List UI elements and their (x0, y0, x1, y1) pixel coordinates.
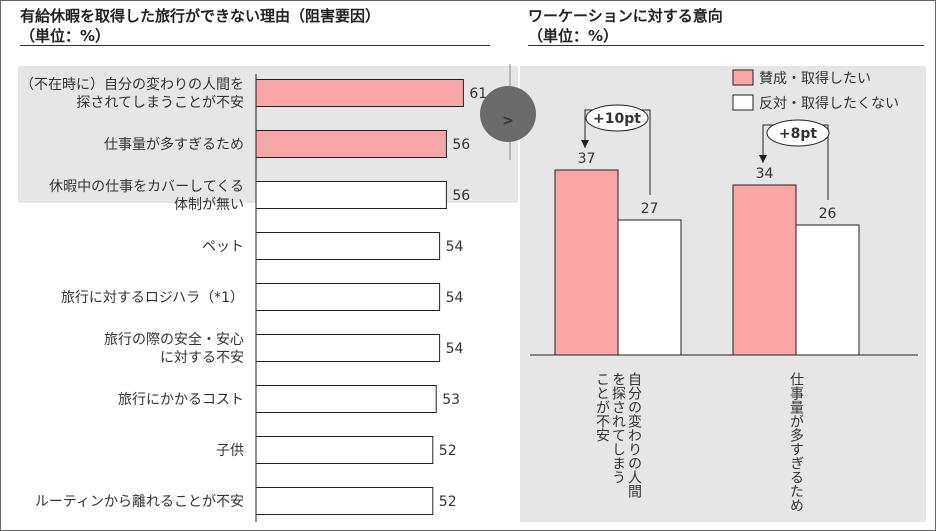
bar-reason-7 (255, 385, 437, 413)
category-label: 仕事量が多すぎるため (788, 372, 804, 512)
annotation-bubble (585, 104, 649, 132)
bar-value-label: 53 (442, 392, 460, 408)
category-label: 旅行の際の安全・安心 (104, 331, 244, 348)
arrow-badge-label: > (502, 113, 514, 129)
left-chart-title: 有給休暇を取得した旅行ができない理由（阻害要因） （単位：%） (20, 7, 381, 45)
legend-swatch (732, 69, 754, 86)
arrow-badge (480, 86, 536, 142)
left-title-underline (20, 45, 490, 46)
annotation-bubble (766, 119, 830, 147)
category-label: に対する不安 (160, 350, 244, 366)
bar-reason-3 (255, 181, 447, 209)
right-title-underline (528, 45, 924, 46)
annotation-label: +10pt (593, 111, 641, 127)
bar-value-label: 56 (452, 137, 470, 153)
bar-value-label: 61 (469, 86, 487, 102)
bar-value-label: 54 (446, 341, 464, 357)
annotation-label: +8pt (779, 126, 817, 142)
bar-value-label: 54 (446, 290, 464, 306)
bar-value-label: 56 (452, 188, 470, 204)
bar-value-label: 52 (439, 494, 457, 510)
bar-value-label: 37 (578, 151, 596, 167)
bar-reason-5 (255, 283, 441, 311)
legend-swatch (732, 94, 754, 111)
category-label: 体制が無い (174, 197, 244, 213)
category-label: ことが不安 (594, 372, 610, 442)
bar-favor-2 (732, 184, 797, 356)
bar-reason-9 (255, 487, 434, 515)
bar-value-label: 34 (756, 166, 774, 182)
legend-label: 反対・取得したくない (759, 95, 899, 112)
bar-value-label: 26 (819, 206, 837, 222)
legend-label: 賛成・取得したい (759, 70, 871, 87)
category-label: 旅行に対するロジハラ（*1） (61, 290, 244, 306)
bar-value-label: 27 (641, 201, 659, 217)
annotation-arrowhead (581, 140, 589, 148)
bar-reason-1 (255, 79, 464, 107)
bar-against-1 (617, 219, 682, 356)
category-label: 休暇中の仕事をカバーしてくる (49, 179, 244, 195)
bar-value-label: 52 (439, 443, 457, 459)
right-chart-title: ワーケーションに対する意向 （単位：%） (528, 7, 723, 45)
category-label: 子供 (216, 443, 244, 459)
category-label: ペット (202, 239, 244, 255)
bar-value-label: 54 (446, 239, 464, 255)
bar-favor-1 (554, 169, 619, 356)
category-label: 旅行にかかるコスト (118, 392, 244, 408)
bar-against-2 (795, 224, 860, 356)
category-label: 探されてしまうことが不安 (76, 95, 244, 111)
category-label: （不在時に）自分の変わりの人間を (20, 76, 244, 93)
annotation-arrowhead (759, 155, 767, 163)
bar-reason-8 (255, 436, 434, 464)
category-label: 自分の変わりの人間 (626, 372, 642, 499)
category-label: ルーティンから離れることが不安 (35, 493, 244, 510)
category-label: 仕事量が多すぎるため (104, 136, 244, 153)
bar-reason-4 (255, 232, 441, 260)
bar-reason-2 (255, 130, 447, 158)
bar-reason-6 (255, 334, 441, 362)
category-label: を探されてしまう (610, 372, 626, 484)
